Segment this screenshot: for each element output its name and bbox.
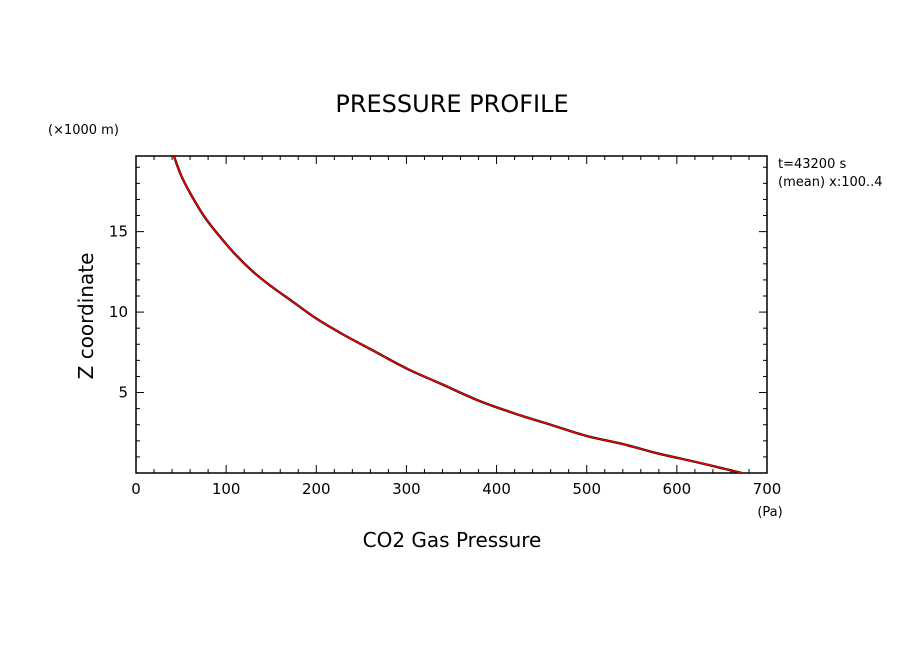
series-line-profile-red — [173, 155, 742, 474]
x-tick-label: 600 — [663, 480, 692, 498]
y-tick-label: 10 — [109, 303, 128, 321]
x-axis-label: CO2 Gas Pressure — [363, 528, 542, 552]
y-axis-label: Z coordinate — [74, 253, 98, 380]
time-annotation: t=43200 s — [778, 157, 846, 172]
x-tick-label: 400 — [482, 480, 511, 498]
x-axis-unit: (Pa) — [757, 505, 782, 520]
mean-annotation: (mean) x:100..4 — [778, 175, 883, 190]
y-tick-label: 15 — [109, 223, 128, 241]
y-axis-unit: (×1000 m) — [48, 123, 119, 138]
x-tick-label: 200 — [302, 480, 331, 498]
plot-frame — [135, 155, 768, 474]
x-tick-label: 500 — [572, 480, 601, 498]
x-tick-label: 100 — [212, 480, 241, 498]
y-tick-label: 5 — [118, 384, 128, 402]
plot-area: 0 100 200 300 400 500 600 700 5 10 15 — [109, 155, 782, 498]
x-tick-label: 700 — [753, 480, 782, 498]
chart-title: PRESSURE PROFILE — [335, 90, 568, 118]
x-tick-label: 0 — [131, 480, 141, 498]
series-line-profile — [172, 155, 743, 475]
x-tick-label: 300 — [392, 480, 421, 498]
